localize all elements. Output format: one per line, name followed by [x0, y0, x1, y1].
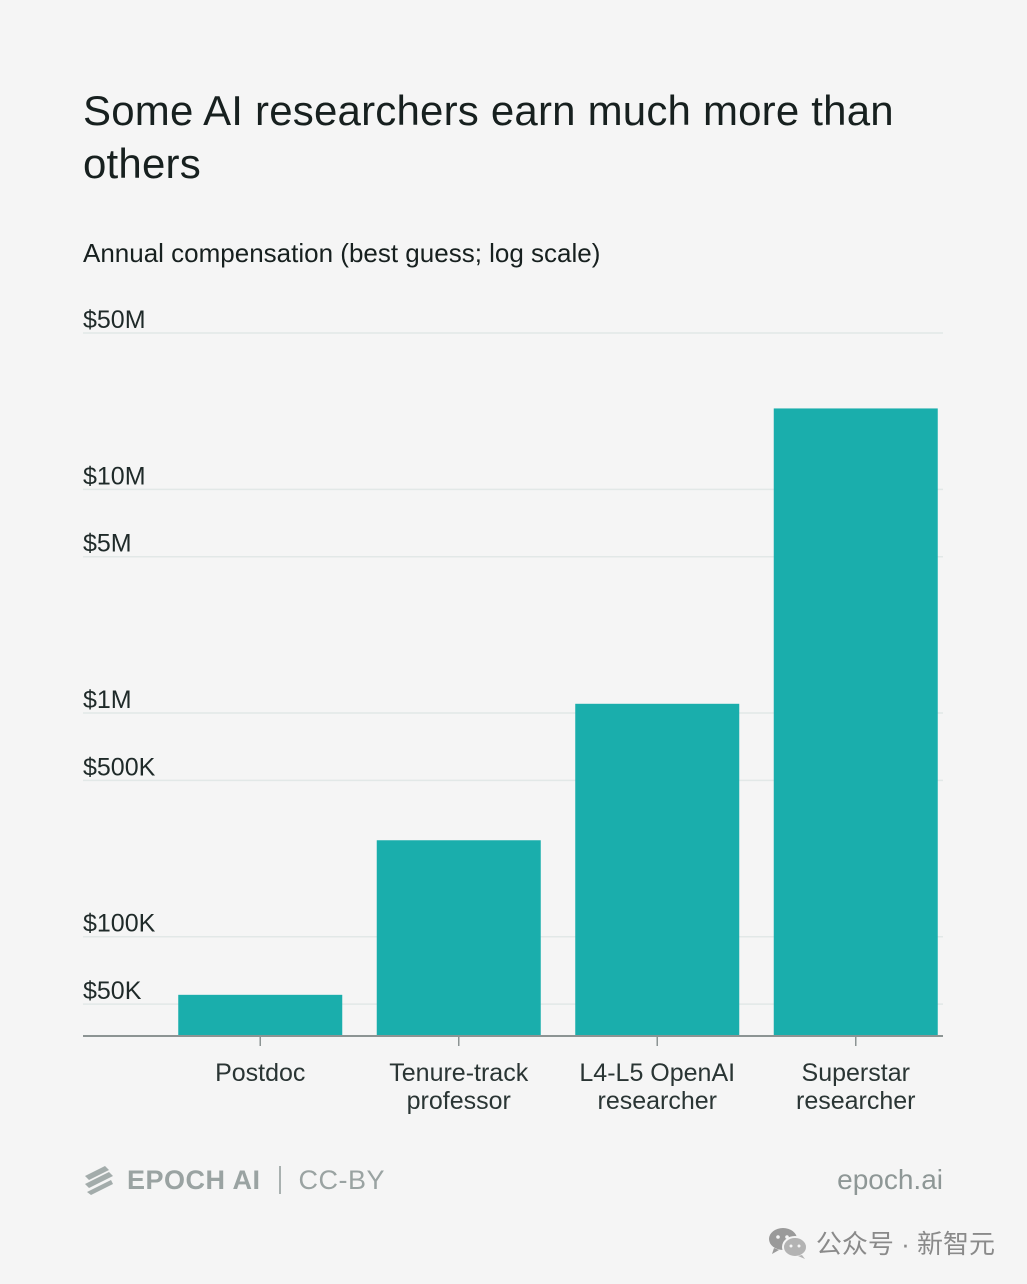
watermark: 公众号 · 新智元 — [768, 1224, 995, 1261]
x-tick-label: Postdoc — [215, 1059, 305, 1087]
y-tick-label: $1M — [83, 686, 132, 714]
x-tick-label-line: researcher — [598, 1087, 718, 1115]
x-tick-label-line: Tenure-track — [389, 1059, 528, 1087]
chart-title: Some AI researchers earn much more than … — [83, 87, 894, 187]
x-tick-label: Superstar researcher — [796, 1059, 916, 1115]
x-tick-label-line: professor — [407, 1087, 511, 1115]
footer: EPOCH AI CC-BY epoch.ai — [83, 1160, 943, 1206]
brand-name: EPOCH AI — [127, 1164, 261, 1195]
watermark-text: 公众号 · 新智元 — [815, 1229, 995, 1259]
y-tick-label: $5M — [83, 530, 132, 558]
bar — [376, 840, 541, 1036]
license-label: CC-BY — [298, 1164, 386, 1195]
y-tick-label: $10M — [83, 462, 146, 490]
y-tick-label: $50M — [83, 306, 146, 334]
x-tick-label-line: Superstar — [802, 1059, 910, 1087]
bar — [575, 703, 740, 1036]
x-tick-label: L4-L5 OpenAI researcher — [579, 1059, 735, 1115]
wechat-icon — [768, 1227, 808, 1259]
site-link[interactable]: epoch.ai — [837, 1164, 943, 1195]
x-tick-label-line: researcher — [796, 1087, 916, 1115]
y-tick-label: $500K — [83, 753, 156, 781]
bar — [773, 408, 938, 1037]
x-tick-label-line: L4-L5 OpenAI — [579, 1059, 735, 1087]
brand-divider — [278, 1166, 281, 1194]
x-tick-label: Tenure-track professor — [389, 1059, 528, 1115]
bar — [178, 994, 343, 1036]
chart-subtitle: Annual compensation (best guess; log sca… — [83, 238, 601, 268]
x-tick-label-line: Postdoc — [215, 1059, 305, 1087]
y-tick-label: $100K — [83, 910, 156, 938]
epoch-logo-icon — [85, 1166, 113, 1195]
y-tick-label: $50K — [83, 977, 142, 1005]
brand: EPOCH AI CC-BY — [83, 1164, 385, 1196]
